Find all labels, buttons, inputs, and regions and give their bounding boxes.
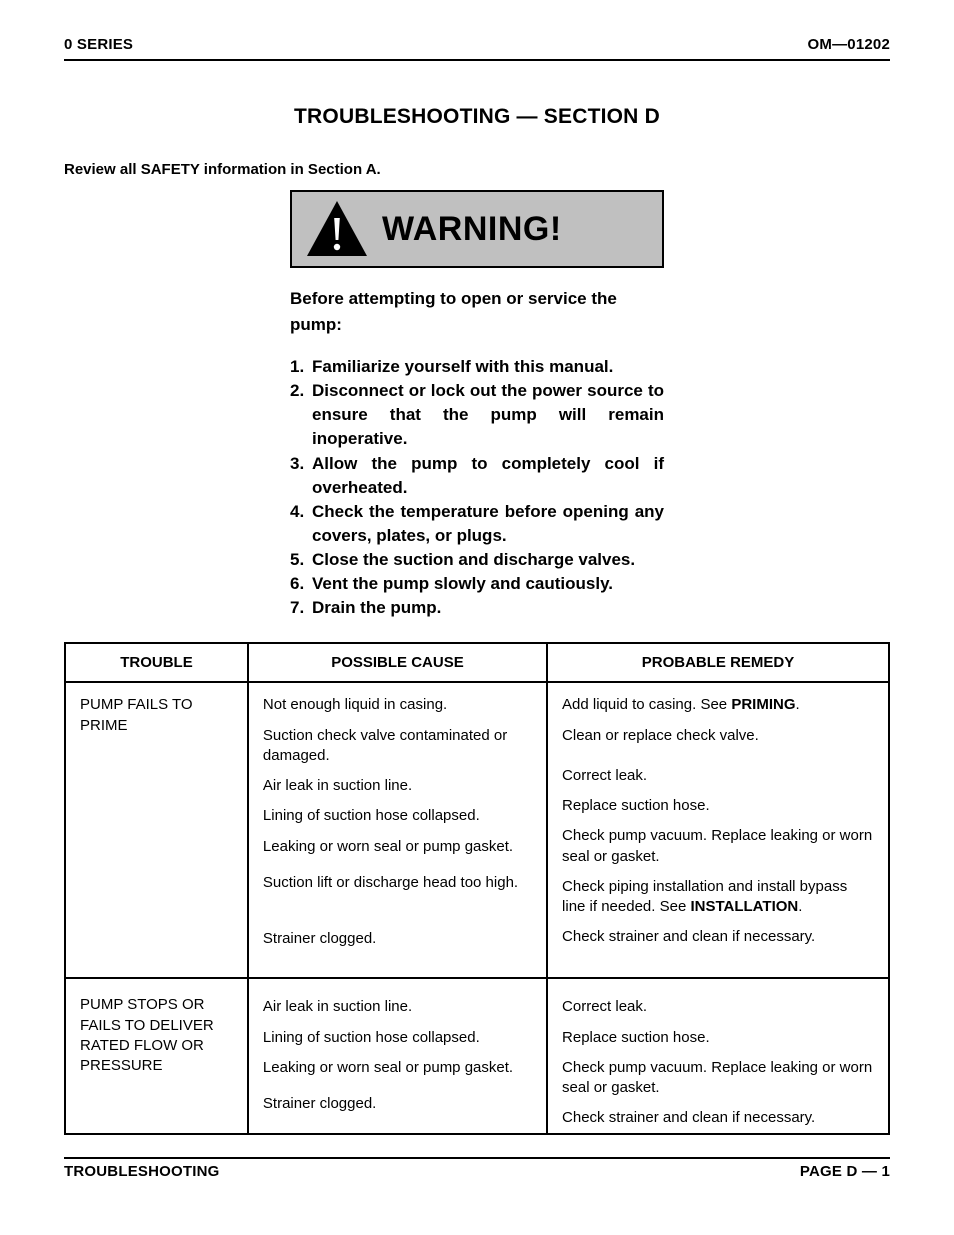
section-title: TROUBLESHOOTING — SECTION D — [64, 105, 890, 129]
cause-item: Lining of suction hose collapsed. — [263, 1028, 532, 1048]
remedy-item: Replace suction hose. — [562, 1028, 874, 1048]
header-left: 0 SERIES — [64, 36, 133, 53]
remedy-list: Add liquid to casing. See PRIMING. Clean… — [562, 695, 874, 947]
service-step: 1.Familiarize yourself with this manual. — [290, 355, 664, 379]
service-step: 6.Vent the pump slowly and cautiously. — [290, 572, 664, 596]
cause-list: Air leak in suction line. Lining of suct… — [263, 997, 532, 1114]
cell-remedies: Add liquid to casing. See PRIMING. Clean… — [547, 682, 889, 978]
remedy-text: Check pump vacuum. Replace leaking or wo… — [562, 827, 872, 864]
cause-item: Strainer clogged. — [263, 929, 532, 949]
cause-item: Not enough liquid in casing. — [263, 695, 532, 715]
remedy-item: Check strainer and clean if necessary. — [562, 1108, 874, 1128]
service-steps-list: 1.Familiarize yourself with this manual.… — [290, 355, 664, 620]
cause-list: Not enough liquid in casing. Suction che… — [263, 695, 532, 949]
cell-trouble: PUMP FAILS TO PRIME — [65, 682, 248, 978]
remedy-item: Check piping installation and install by… — [562, 877, 874, 918]
cause-item: Strainer clogged. — [263, 1094, 532, 1114]
remedy-text: Correct leak. — [562, 767, 647, 784]
remedy-item: Add liquid to casing. See PRIMING. — [562, 695, 874, 715]
step-number: 3. — [290, 452, 312, 500]
remedy-text: Replace suction hose. — [562, 1029, 710, 1046]
service-step: 7.Drain the pump. — [290, 596, 664, 620]
remedy-text: Check pump vacuum. Replace leaking or wo… — [562, 1059, 872, 1096]
header-rule — [64, 59, 890, 61]
warning-box: WARNING! — [290, 190, 664, 268]
review-safety-line: Review all SAFETY information in Section… — [64, 161, 890, 178]
remedy-item: Check pump vacuum. Replace leaking or wo… — [562, 826, 874, 867]
service-step: 4.Check the temperature before opening a… — [290, 500, 664, 548]
warning-label: WARNING! — [382, 210, 562, 249]
footer-rule — [64, 1157, 890, 1159]
remedy-item: Check strainer and clean if necessary. — [562, 927, 874, 947]
page-footer: TROUBLESHOOTING PAGE D — 1 — [64, 1163, 890, 1180]
warning-triangle-icon — [306, 200, 368, 258]
troubleshooting-table-wrap: TROUBLE POSSIBLE CAUSE PROBABLE REMEDY P… — [64, 642, 890, 1135]
remedy-item: Clean or replace check valve. — [562, 726, 874, 746]
step-number: 4. — [290, 500, 312, 548]
remedy-item: Replace suction hose. — [562, 796, 874, 816]
trouble-label: PUMP FAILS TO PRIME — [80, 695, 233, 736]
troubleshooting-table: TROUBLE POSSIBLE CAUSE PROBABLE REMEDY P… — [64, 642, 890, 1135]
cause-item: Air leak in suction line. — [263, 776, 532, 796]
footer-right: PAGE D — 1 — [800, 1163, 890, 1180]
header-right: OM—01202 — [808, 36, 890, 53]
step-text: Check the temperature before opening any… — [312, 500, 664, 548]
remedy-item: Correct leak. — [562, 766, 874, 786]
page-header: 0 SERIES OM—01202 — [64, 36, 890, 53]
step-text: Disconnect or lock out the power source … — [312, 379, 664, 451]
cell-remedies: Correct leak. Replace suction hose. Chec… — [547, 978, 889, 1134]
cause-item: Air leak in suction line. — [263, 997, 532, 1017]
cell-causes: Air leak in suction line. Lining of suct… — [248, 978, 547, 1134]
step-number: 1. — [290, 355, 312, 379]
remedy-item: Check pump vacuum. Replace leaking or wo… — [562, 1058, 874, 1099]
remedy-list: Correct leak. Replace suction hose. Chec… — [562, 997, 874, 1128]
cause-item: Suction lift or discharge head too high. — [263, 873, 532, 893]
step-text: Vent the pump slowly and cautiously. — [312, 572, 664, 596]
cause-item: Suction check valve contaminated or dama… — [263, 726, 532, 767]
step-text: Drain the pump. — [312, 596, 664, 620]
remedy-text: Add liquid to casing. See — [562, 696, 731, 713]
remedy-item: Correct leak. — [562, 997, 874, 1017]
step-text: Familiarize yourself with this manual. — [312, 355, 664, 379]
remedy-text: Replace suction hose. — [562, 797, 710, 814]
warning-block: WARNING! Before attempting to open or se… — [290, 190, 664, 620]
cause-item: Leaking or worn seal or pump gasket. — [263, 1058, 532, 1078]
cause-item: Leaking or worn seal or pump gasket. — [263, 837, 532, 857]
cell-trouble: PUMP STOPS OR FAILS TO DELIVER RATED FLO… — [65, 978, 248, 1134]
step-number: 6. — [290, 572, 312, 596]
cell-causes: Not enough liquid in casing. Suction che… — [248, 682, 547, 978]
remedy-bold: PRIMING — [731, 696, 795, 713]
step-text: Close the suction and discharge valves. — [312, 548, 664, 572]
table-row: PUMP STOPS OR FAILS TO DELIVER RATED FLO… — [65, 978, 889, 1134]
remedy-text: Clean or replace check valve. — [562, 727, 759, 744]
remedy-text: Check strainer and clean if necessary. — [562, 928, 815, 945]
remedy-post: . — [795, 696, 799, 713]
col-header-remedy: PROBABLE REMEDY — [547, 643, 889, 682]
trouble-label: PUMP STOPS OR FAILS TO DELIVER RATED FLO… — [80, 995, 233, 1076]
before-service-paragraph: Before attempting to open or service the… — [290, 286, 664, 337]
table-header-row: TROUBLE POSSIBLE CAUSE PROBABLE REMEDY — [65, 643, 889, 682]
service-step: 5.Close the suction and discharge valves… — [290, 548, 664, 572]
step-number: 2. — [290, 379, 312, 451]
remedy-text: Correct leak. — [562, 998, 647, 1015]
col-header-trouble: TROUBLE — [65, 643, 248, 682]
page: 0 SERIES OM—01202 TROUBLESHOOTING — SECT… — [0, 0, 954, 1235]
step-text: Allow the pump to completely cool if ove… — [312, 452, 664, 500]
remedy-text: Check strainer and clean if necessary. — [562, 1109, 815, 1126]
footer-left: TROUBLESHOOTING — [64, 1163, 220, 1180]
step-number: 7. — [290, 596, 312, 620]
step-number: 5. — [290, 548, 312, 572]
col-header-cause: POSSIBLE CAUSE — [248, 643, 547, 682]
remedy-bold: INSTALLATION — [690, 898, 798, 915]
remedy-post: . — [798, 898, 802, 915]
service-step: 3.Allow the pump to completely cool if o… — [290, 452, 664, 500]
table-row: PUMP FAILS TO PRIME Not enough liquid in… — [65, 682, 889, 978]
service-step: 2.Disconnect or lock out the power sourc… — [290, 379, 664, 451]
cause-item: Lining of suction hose collapsed. — [263, 806, 532, 826]
